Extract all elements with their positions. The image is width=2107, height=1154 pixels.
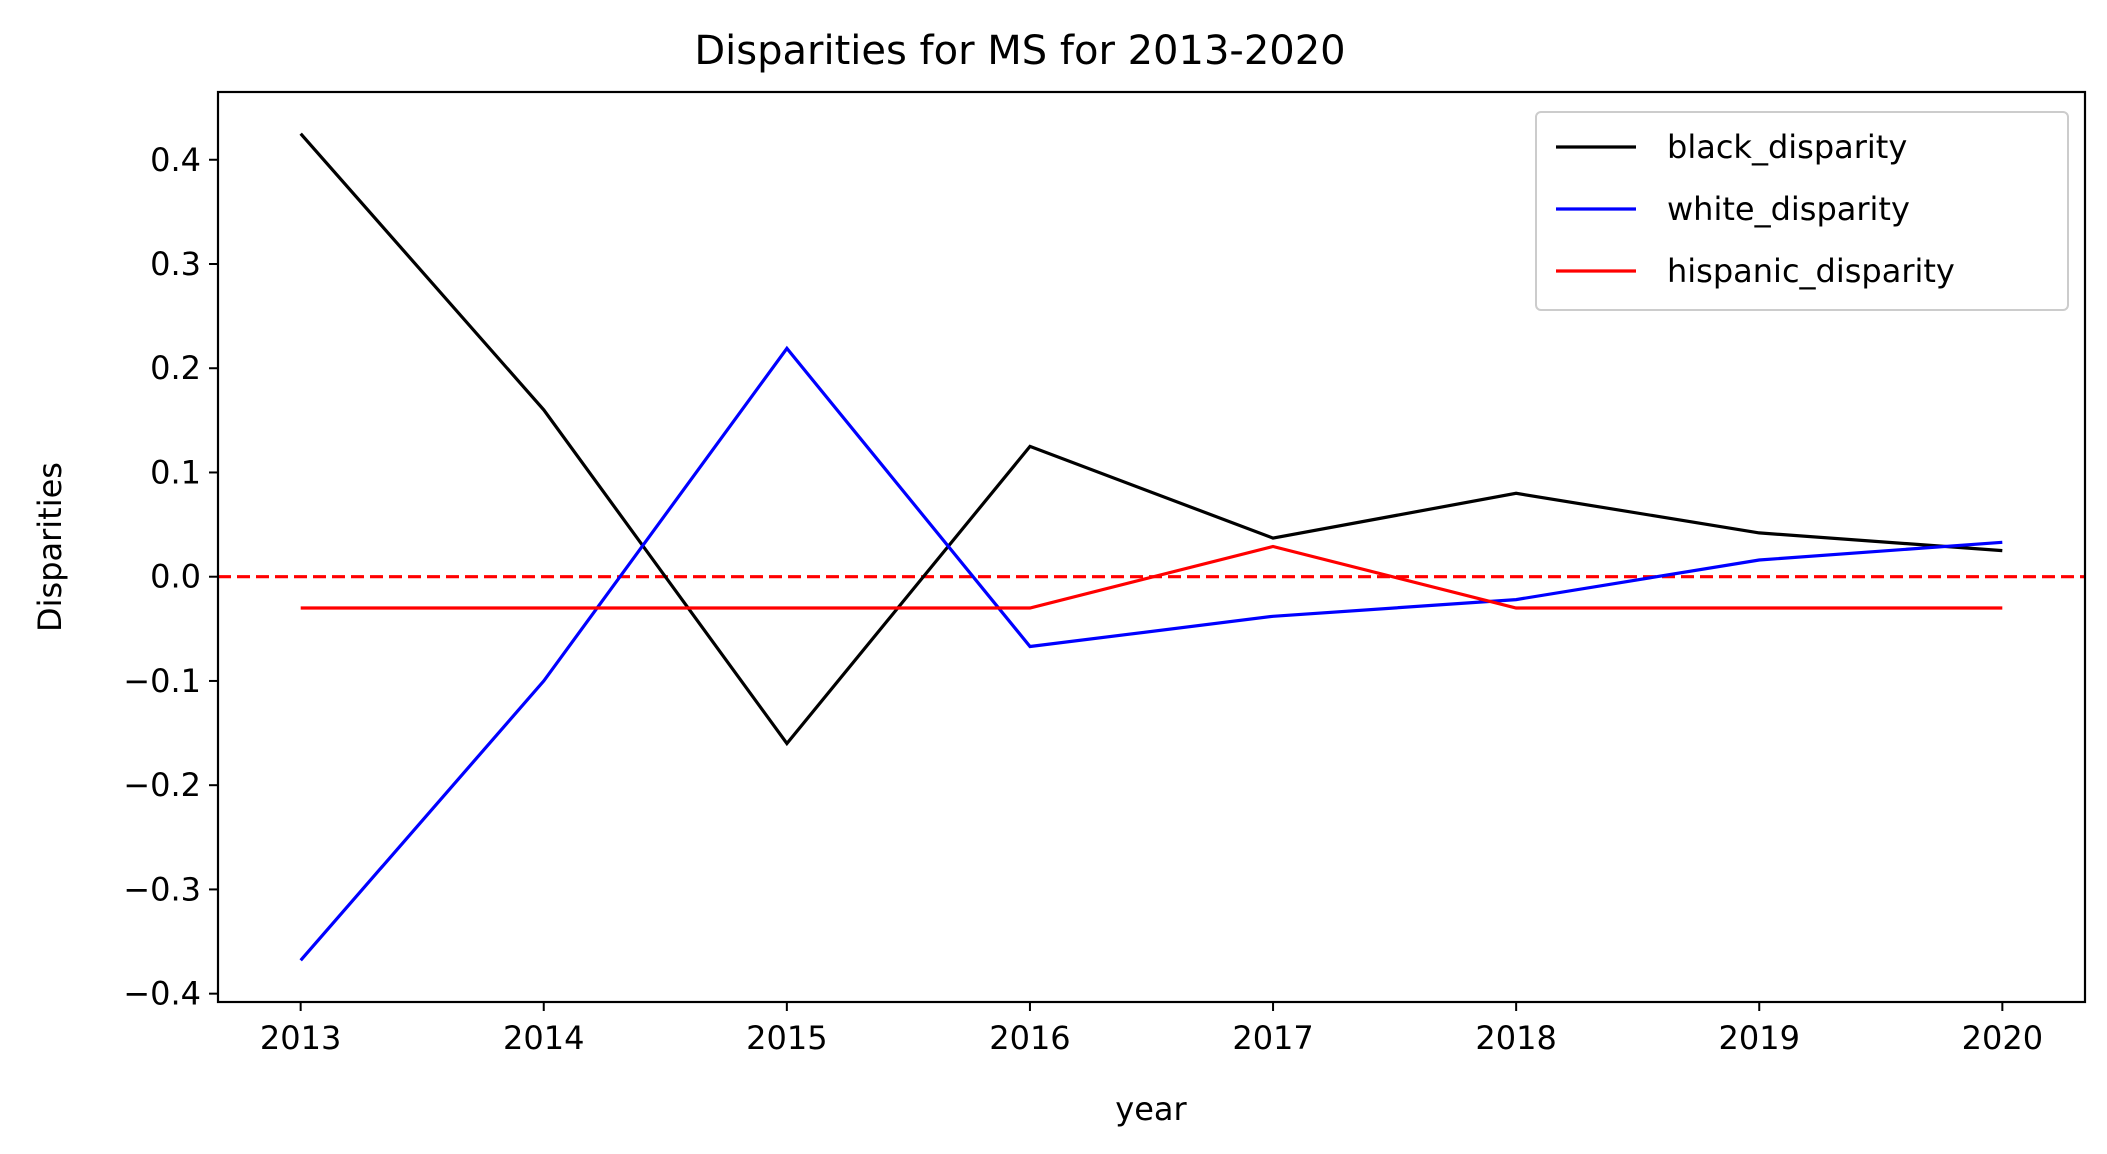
series-line-white-disparity	[299, 345, 2003, 962]
y-tick-label: −0.3	[123, 870, 201, 908]
x-tick-label: 2015	[746, 1019, 827, 1057]
x-tick-label: 2018	[1475, 1019, 1556, 1057]
x-tick-label: 2016	[989, 1019, 1070, 1057]
y-tick-label: 0.4	[150, 141, 201, 179]
x-axis-label: year	[1115, 1090, 1187, 1128]
y-axis-label: Disparities	[31, 462, 69, 632]
x-tick-label: 2017	[1232, 1019, 1313, 1057]
x-tick-label: 2014	[503, 1019, 584, 1057]
legend-label-white-disparity: white_disparity	[1667, 190, 1910, 228]
y-tick-label: 0.1	[150, 453, 201, 491]
legend-label-black-disparity: black_disparity	[1667, 128, 1907, 166]
legend: black_disparity white_disparity hispanic_d…	[1535, 111, 2069, 311]
y-tick-label: −0.1	[123, 662, 201, 700]
legend-label-hispanic-disparity: hispanic_disparity	[1667, 252, 1955, 290]
x-tick-label: 2019	[1719, 1019, 1800, 1057]
y-tick-label: 0.0	[150, 558, 201, 596]
axis-ticks: 2013 2014 2015 2016 2017 2018 2019 2020 0.4 0.3 0.…	[123, 141, 2043, 1057]
plot-frame	[216, 90, 2087, 1004]
y-tick-label: 0.3	[150, 245, 201, 283]
series-line-black-disparity	[299, 132, 2003, 747]
x-tick-label: 2020	[1962, 1019, 2043, 1057]
y-tick-label: −0.2	[123, 766, 201, 804]
y-tick-label: 0.2	[150, 349, 201, 387]
chart-title: Disparities for MS for 2013-2020	[694, 28, 1345, 74]
series-line-hispanic-disparity	[300, 544, 2003, 610]
x-tick-label: 2013	[260, 1019, 341, 1057]
plot-area	[218, 132, 2085, 962]
legend-box	[1535, 111, 2069, 311]
y-tick-label: −0.4	[123, 975, 201, 1013]
